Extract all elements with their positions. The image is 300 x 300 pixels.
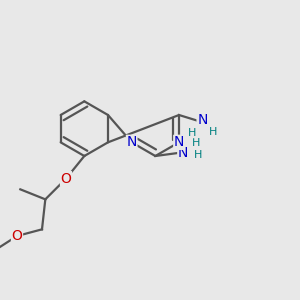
Text: N: N: [178, 146, 188, 160]
Text: H: H: [194, 150, 202, 160]
Text: N: N: [174, 135, 184, 149]
Text: O: O: [12, 229, 22, 243]
Text: H: H: [192, 138, 200, 148]
Text: N: N: [197, 113, 208, 127]
Text: H: H: [209, 127, 218, 137]
Text: H: H: [188, 128, 196, 138]
Text: O: O: [61, 172, 71, 186]
Text: N: N: [127, 135, 137, 149]
